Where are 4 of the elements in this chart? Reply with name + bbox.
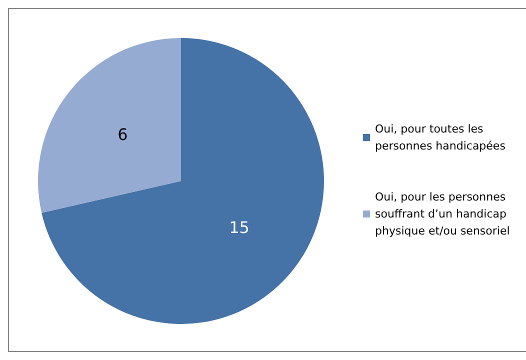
data-label: 15 (229, 218, 250, 237)
legend-label: Oui, pour les personnes souffrant d’un handicap physique et/ou sensoriel (375, 190, 510, 238)
legend-label: Oui, pour toutes les personnes handicapées (375, 122, 506, 152)
data-label: 6 (118, 125, 128, 144)
